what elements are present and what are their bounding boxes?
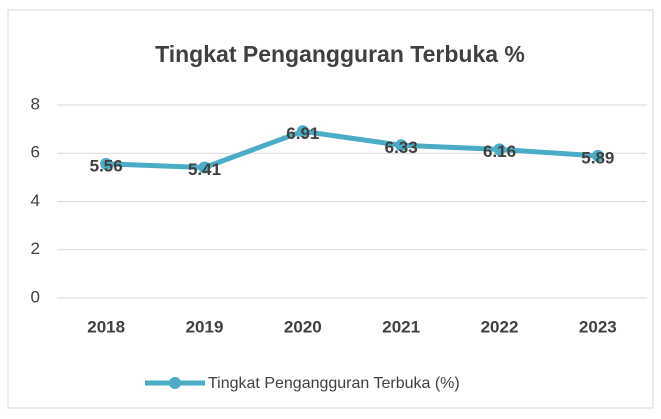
series-line xyxy=(106,128,598,170)
point-marker xyxy=(100,157,113,170)
point-marker xyxy=(198,161,211,174)
x-tick-label: 2022 xyxy=(481,317,519,336)
x-tick-label: 2023 xyxy=(579,317,617,336)
y-tick-label: 4 xyxy=(31,191,40,210)
x-tick-label: 2019 xyxy=(186,317,224,336)
x-tick-label: 2020 xyxy=(284,317,322,336)
legend-label: Tingkat Pengangguran Terbuka (%) xyxy=(208,375,460,392)
point-marker xyxy=(296,125,309,138)
point-marker xyxy=(591,149,604,162)
data-label: 5.89 xyxy=(581,148,614,167)
point-marker xyxy=(493,143,506,156)
y-tick-label: 2 xyxy=(31,239,40,258)
data-label: 6.33 xyxy=(385,138,418,157)
chart-border xyxy=(7,9,654,409)
y-tick-label: 6 xyxy=(31,143,40,162)
y-tick-label: 0 xyxy=(31,287,40,306)
point-marker xyxy=(395,139,408,152)
x-tick-label: 2021 xyxy=(382,317,420,336)
data-label: 5.56 xyxy=(90,156,123,175)
x-tick-label: 2018 xyxy=(87,317,125,336)
y-tick-label: 8 xyxy=(31,94,40,113)
data-label: 5.41 xyxy=(188,160,221,179)
legend-marker xyxy=(169,377,181,389)
data-label: 6.91 xyxy=(286,124,319,143)
data-label: 6.16 xyxy=(483,142,516,161)
chart-title: Tingkat Pengangguran Terbuka % xyxy=(155,41,525,67)
